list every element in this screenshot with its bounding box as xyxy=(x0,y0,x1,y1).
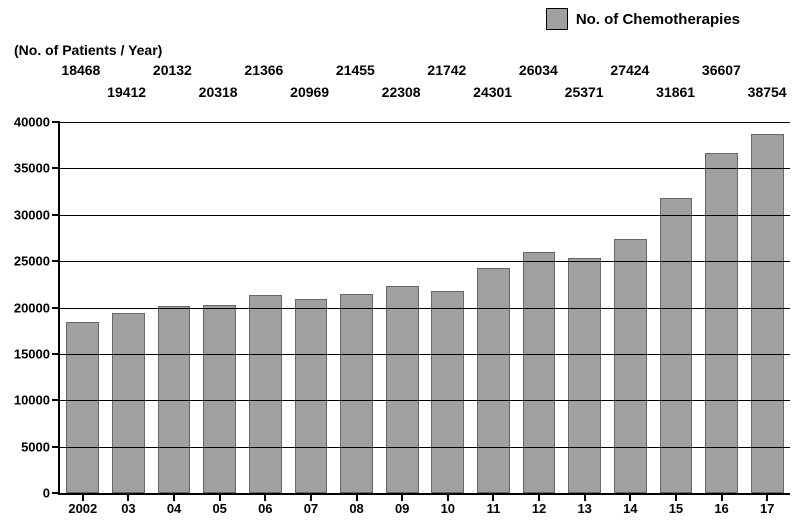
legend-swatch xyxy=(546,8,568,30)
bar xyxy=(614,239,647,493)
gridline xyxy=(60,308,790,309)
gridline xyxy=(60,168,790,169)
chart-container: No. of Chemotherapies (No. of Patients /… xyxy=(0,0,800,523)
x-tick xyxy=(310,493,312,501)
y-axis-label: (No. of Patients / Year) xyxy=(14,42,162,58)
x-tick xyxy=(721,493,723,501)
x-tick-label: 12 xyxy=(532,501,546,516)
data-value-label: 22308 xyxy=(382,84,421,100)
x-tick xyxy=(356,493,358,501)
bar xyxy=(523,252,556,493)
y-tick-label: 0 xyxy=(43,486,50,501)
y-tick-label: 20000 xyxy=(14,300,50,315)
y-tick xyxy=(52,446,60,448)
x-tick-label: 05 xyxy=(212,501,226,516)
y-tick-label: 5000 xyxy=(21,439,50,454)
x-tick-label: 13 xyxy=(577,501,591,516)
bar xyxy=(249,295,282,493)
x-tick xyxy=(492,493,494,501)
bar xyxy=(477,268,510,493)
data-value-label: 20318 xyxy=(199,84,238,100)
x-tick-label: 11 xyxy=(487,501,501,516)
bar xyxy=(660,198,693,494)
x-tick xyxy=(538,493,540,501)
data-value-label: 25371 xyxy=(565,84,604,100)
y-tick-label: 25000 xyxy=(14,254,50,269)
bar xyxy=(386,286,419,493)
x-tick xyxy=(629,493,631,501)
x-tick-label: 2002 xyxy=(68,501,97,516)
data-value-label: 27424 xyxy=(610,62,649,78)
x-tick xyxy=(173,493,175,501)
x-tick-label: 10 xyxy=(441,501,455,516)
y-tick xyxy=(52,167,60,169)
y-tick xyxy=(52,121,60,123)
bar xyxy=(705,153,738,493)
x-tick xyxy=(219,493,221,501)
x-tick xyxy=(127,493,129,501)
x-tick xyxy=(447,493,449,501)
data-value-label: 20132 xyxy=(153,62,192,78)
x-tick xyxy=(401,493,403,501)
y-tick-label: 10000 xyxy=(14,393,50,408)
y-tick xyxy=(52,353,60,355)
data-value-label: 18468 xyxy=(61,62,100,78)
data-value-label: 21455 xyxy=(336,62,375,78)
data-value-label: 26034 xyxy=(519,62,558,78)
y-tick-label: 30000 xyxy=(14,207,50,222)
y-tick xyxy=(52,260,60,262)
x-tick-label: 15 xyxy=(669,501,683,516)
bar xyxy=(295,299,328,493)
gridline xyxy=(60,354,790,355)
x-tick-label: 07 xyxy=(304,501,318,516)
gridline xyxy=(60,447,790,448)
x-tick xyxy=(82,493,84,501)
x-tick-label: 17 xyxy=(760,501,774,516)
chart-plot-area: 0500010000150002000025000300003500040000… xyxy=(58,122,790,495)
x-tick-label: 14 xyxy=(623,501,637,516)
x-tick-label: 09 xyxy=(395,501,409,516)
x-tick-label: 03 xyxy=(121,501,135,516)
data-value-label: 38754 xyxy=(748,84,787,100)
data-labels-row: 18468 19412 20132 20318 21366 20969 21455 22308… xyxy=(58,62,790,112)
gridline xyxy=(60,215,790,216)
x-tick xyxy=(584,493,586,501)
x-tick xyxy=(766,493,768,501)
data-value-label: 21366 xyxy=(244,62,283,78)
legend-label: No. of Chemotherapies xyxy=(576,11,740,28)
x-tick xyxy=(264,493,266,501)
x-tick-label: 04 xyxy=(167,501,181,516)
y-tick xyxy=(52,307,60,309)
bar xyxy=(431,291,464,493)
x-tick xyxy=(675,493,677,501)
x-tick-label: 08 xyxy=(349,501,363,516)
y-tick xyxy=(52,399,60,401)
bar xyxy=(112,313,145,493)
bar xyxy=(568,258,601,493)
y-tick xyxy=(52,214,60,216)
data-value-label: 19412 xyxy=(107,84,146,100)
bar xyxy=(340,294,373,493)
bar xyxy=(66,322,99,493)
data-value-label: 24301 xyxy=(473,84,512,100)
x-tick-label: 16 xyxy=(714,501,728,516)
data-value-label: 21742 xyxy=(427,62,466,78)
data-value-label: 20969 xyxy=(290,84,329,100)
y-tick xyxy=(52,492,60,494)
bar xyxy=(751,134,784,493)
gridline xyxy=(60,122,790,123)
x-tick-label: 06 xyxy=(258,501,272,516)
y-tick-label: 35000 xyxy=(14,161,50,176)
gridline xyxy=(60,400,790,401)
data-value-label: 36607 xyxy=(702,62,741,78)
legend: No. of Chemotherapies xyxy=(546,8,740,30)
y-tick-label: 15000 xyxy=(14,346,50,361)
y-tick-label: 40000 xyxy=(14,115,50,130)
data-value-label: 31861 xyxy=(656,84,695,100)
bar xyxy=(203,305,236,493)
gridline xyxy=(60,261,790,262)
